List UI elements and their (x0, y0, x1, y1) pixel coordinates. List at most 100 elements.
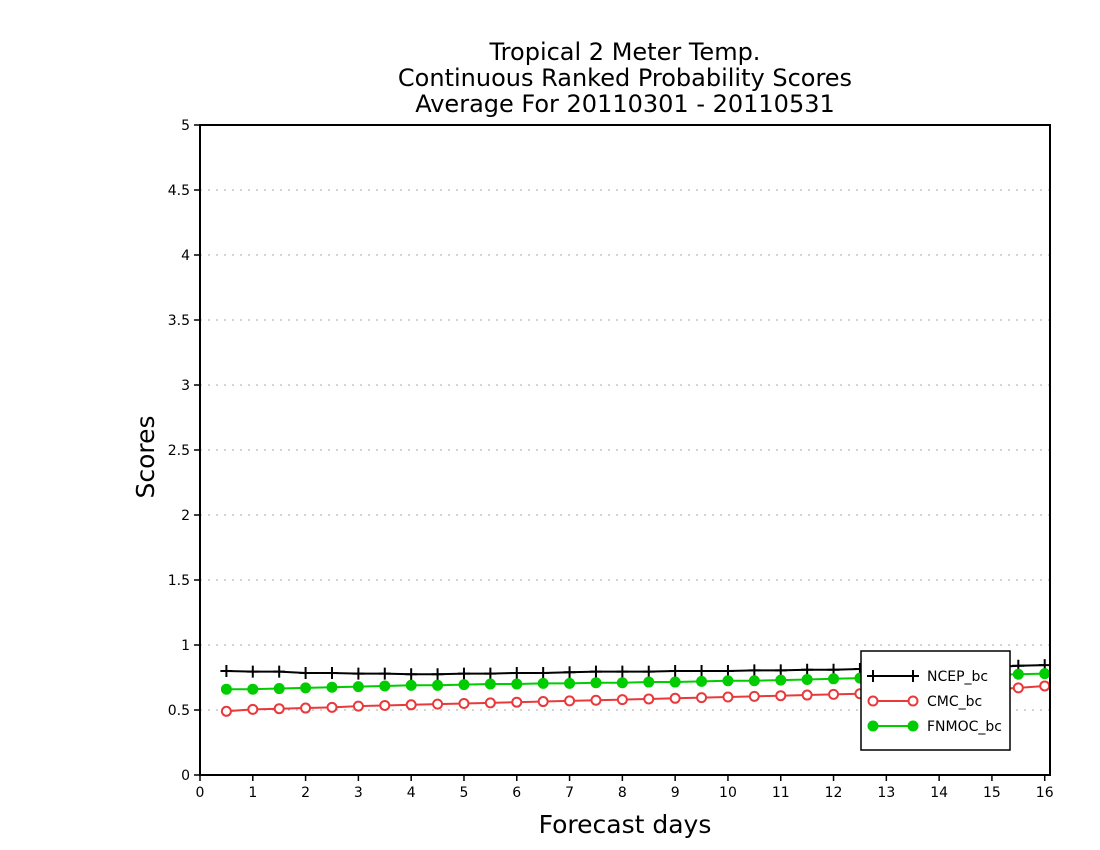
data-point-ncep-bc (273, 665, 286, 678)
x-tick-label: 11 (772, 785, 790, 801)
legend-marker (867, 670, 879, 682)
data-point-fnmoc-bc (247, 683, 259, 695)
data-point-fnmoc-bc (643, 676, 655, 688)
data-point-ncep-bc (457, 667, 470, 680)
legend-marker (907, 695, 919, 707)
legend-item-cmc-bc: CMC_bc (867, 694, 982, 710)
data-point-ncep-bc (484, 667, 497, 680)
data-point-fnmoc-bc (484, 678, 496, 690)
data-point-ncep-bc (220, 665, 233, 677)
data-point-cmc-bc (379, 699, 391, 711)
data-point-ncep-bc (589, 665, 602, 678)
data-point-fnmoc-bc (220, 683, 232, 695)
x-axis: 0 1 2 3 4 5 6 7 8 9 10 11 12 13 14 15 16 (196, 775, 1054, 801)
data-point-ncep-bc (721, 665, 734, 677)
y-tick-label: 1.5 (168, 573, 190, 589)
data-point-ncep-bc (616, 665, 629, 678)
data-point-cmc-bc (775, 690, 787, 702)
data-point-fnmoc-bc (616, 677, 628, 689)
data-point-cmc-bc (1012, 682, 1024, 694)
data-point-fnmoc-bc (748, 675, 760, 687)
grid (200, 189, 1050, 711)
x-tick-label: 13 (877, 785, 895, 801)
data-point-cmc-bc (300, 702, 312, 714)
y-tick-label: 1 (181, 638, 190, 654)
data-point-cmc-bc (564, 695, 576, 707)
x-tick-label: 12 (825, 785, 843, 801)
data-point-cmc-bc (643, 693, 655, 705)
y-tick-label: 3.5 (168, 313, 190, 329)
data-point-ncep-bc (299, 666, 312, 679)
x-tick-label: 8 (618, 785, 627, 801)
data-point-fnmoc-bc (432, 679, 444, 691)
data-point-ncep-bc (669, 665, 682, 677)
data-point-ncep-bc (801, 663, 814, 676)
data-point-cmc-bc (590, 694, 602, 706)
y-tick-label: 0 (181, 768, 190, 784)
data-point-fnmoc-bc (326, 681, 338, 693)
data-point-cmc-bc (669, 692, 681, 704)
legend-marker (907, 670, 919, 682)
data-point-cmc-bc (326, 701, 338, 713)
data-point-fnmoc-bc (300, 682, 312, 694)
x-tick-label: 9 (671, 785, 680, 801)
data-point-fnmoc-bc (775, 674, 787, 686)
data-point-fnmoc-bc (590, 677, 602, 689)
data-point-cmc-bc (220, 705, 232, 717)
legend: NCEP_bc CMC_bc FNMOC_bc (860, 650, 1011, 751)
data-point-cmc-bc (458, 698, 470, 709)
data-point-cmc-bc (352, 700, 364, 712)
data-point-ncep-bc (246, 665, 259, 678)
x-tick-label: 6 (512, 785, 521, 801)
data-point-ncep-bc (537, 666, 550, 679)
chart-title-line-1: Tropical 2 Meter Temp. (489, 38, 761, 66)
data-point-cmc-bc (484, 697, 496, 709)
data-point-ncep-bc (352, 667, 365, 680)
y-tick-label: 2 (181, 508, 190, 524)
chart-title: Tropical 2 Meter Temp. Continuous Ranked… (398, 38, 852, 118)
data-point-ncep-bc (510, 666, 523, 679)
y-tick-label: 4.5 (168, 183, 190, 199)
data-point-ncep-bc (695, 665, 708, 677)
data-point-cmc-bc (537, 696, 549, 708)
y-tick-label: 3 (181, 378, 190, 394)
data-point-fnmoc-bc (537, 677, 549, 689)
legend-marker (867, 720, 879, 732)
data-point-fnmoc-bc (564, 677, 576, 689)
x-tick-label: 3 (354, 785, 363, 801)
x-tick-label: 5 (460, 785, 469, 801)
data-point-fnmoc-bc (669, 676, 681, 688)
data-point-fnmoc-bc (511, 678, 523, 690)
data-point-fnmoc-bc (1012, 668, 1024, 680)
data-point-cmc-bc (432, 698, 444, 710)
y-tick-label: 4 (181, 248, 190, 264)
data-point-ncep-bc (774, 664, 787, 677)
chart-title-line-2: Continuous Ranked Probability Scores (398, 64, 852, 92)
data-point-cmc-bc (801, 689, 813, 701)
x-tick-label: 2 (301, 785, 310, 801)
data-point-fnmoc-bc (273, 683, 285, 695)
data-point-cmc-bc (828, 688, 840, 700)
data-point-fnmoc-bc (405, 679, 417, 691)
y-axis-title: Scores (131, 415, 160, 498)
y-tick-label: 2.5 (168, 443, 190, 459)
legend-marker (867, 695, 879, 707)
legend-label: FNMOC_bc (927, 719, 1002, 735)
legend-marker (907, 720, 919, 732)
data-point-cmc-bc (405, 699, 417, 711)
y-axis: 0 0.5 1 1.5 2 2.5 3 3.5 4 4.5 5 (168, 118, 200, 784)
data-point-cmc-bc (511, 696, 523, 708)
y-tick-label: 5 (181, 118, 190, 134)
y-tick-label: 0.5 (168, 703, 190, 719)
data-point-ncep-bc (431, 668, 444, 681)
data-point-fnmoc-bc (801, 673, 813, 685)
data-point-fnmoc-bc (828, 673, 840, 685)
legend-item-fnmoc-bc: FNMOC_bc (867, 719, 1002, 735)
legend-label: NCEP_bc (927, 669, 988, 685)
legend-label: CMC_bc (927, 694, 982, 710)
data-point-ncep-bc (642, 665, 655, 678)
x-tick-label: 7 (565, 785, 574, 801)
data-point-fnmoc-bc (696, 675, 708, 687)
chart-title-line-3: Average For 20110301 - 20110531 (415, 90, 835, 118)
